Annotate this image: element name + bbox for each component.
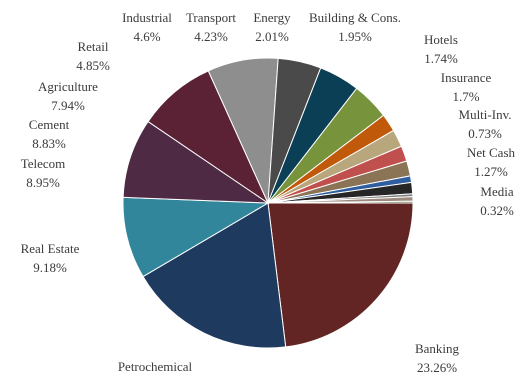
slice-labels: Banking 23.26% Petrochemical Real Estate 9.1… xyxy=(21,10,516,375)
label-transport: Transport 4.23% xyxy=(186,10,236,44)
label-name-hotels: Hotels xyxy=(424,32,458,47)
label-value-net-cash: 1.27% xyxy=(474,164,508,179)
label-value-cement: 8.83% xyxy=(32,136,66,151)
label-name-agriculture: Agriculture xyxy=(38,79,98,94)
label-value-telecom: 8.95% xyxy=(26,175,60,190)
label-agriculture: Agriculture 7.94% xyxy=(38,79,98,113)
label-name-media: Media xyxy=(480,184,513,199)
slice-petrochemical xyxy=(142,202,287,349)
label-value-transport: 4.23% xyxy=(194,29,228,44)
label-name-insurance: Insurance xyxy=(441,70,492,85)
pie-slices xyxy=(122,57,414,349)
label-cement: Cement 8.83% xyxy=(29,117,70,151)
label-name-telecom: Telecom xyxy=(21,156,66,171)
label-value-agriculture: 7.94% xyxy=(51,98,85,113)
label-petrochemical: Petrochemical xyxy=(118,359,193,374)
label-value-banking: 23.26% xyxy=(417,360,457,375)
label-name-building-cons: Building & Cons. xyxy=(309,10,401,25)
label-value-media: 0.32% xyxy=(480,203,514,218)
label-insurance: Insurance 1.7% xyxy=(441,70,492,104)
label-multi-inv: Multi-Inv. 0.73% xyxy=(459,107,512,141)
label-value-industrial: 4.6% xyxy=(133,29,160,44)
label-building-cons: Building & Cons. 1.95% xyxy=(309,10,401,44)
label-value-hotels: 1.74% xyxy=(424,51,458,66)
label-retail: Retail 4.85% xyxy=(76,39,110,73)
label-value-real-estate: 9.18% xyxy=(33,260,67,275)
label-real-estate: Real Estate 9.18% xyxy=(21,241,80,275)
label-name-cement: Cement xyxy=(29,117,70,132)
label-name-transport: Transport xyxy=(186,10,236,25)
label-name-banking: Banking xyxy=(415,341,460,356)
label-name-petrochemical: Petrochemical xyxy=(118,359,193,374)
label-name-net-cash: Net Cash xyxy=(467,145,516,160)
label-name-industrial: Industrial xyxy=(122,10,172,25)
label-net-cash: Net Cash 1.27% xyxy=(467,145,516,179)
label-value-insurance: 1.7% xyxy=(452,89,479,104)
label-banking: Banking 23.26% xyxy=(415,341,460,375)
label-hotels: Hotels 1.74% xyxy=(424,32,458,66)
label-name-multi-inv: Multi-Inv. xyxy=(459,107,512,122)
label-value-retail: 4.85% xyxy=(76,58,110,73)
label-name-real-estate: Real Estate xyxy=(21,241,80,256)
slice-banking xyxy=(267,202,414,348)
label-name-energy: Energy xyxy=(253,10,291,25)
label-value-multi-inv: 0.73% xyxy=(468,126,502,141)
label-value-building-cons: 1.95% xyxy=(338,29,372,44)
slice-telecom xyxy=(122,120,270,204)
label-energy: Energy 2.01% xyxy=(253,10,291,44)
label-value-energy: 2.01% xyxy=(255,29,289,44)
label-name-retail: Retail xyxy=(77,39,108,54)
slice-unlabeled-17 xyxy=(267,200,414,204)
label-telecom: Telecom 8.95% xyxy=(21,156,66,190)
label-media: Media 0.32% xyxy=(480,184,514,218)
label-industrial: Industrial 4.6% xyxy=(122,10,172,44)
slice-real-estate xyxy=(122,196,270,278)
